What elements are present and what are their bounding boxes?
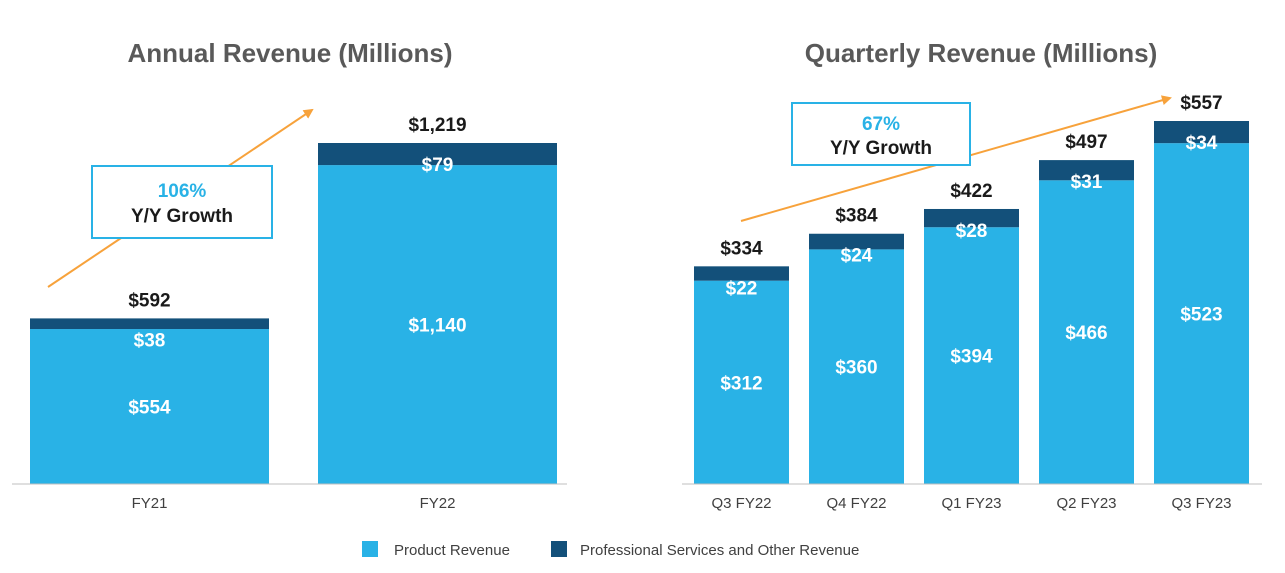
quarterly-bar-services-3 xyxy=(1039,160,1134,181)
quarterly-bars: $312 $22 $334 $360 $24 $384 $394 $28 $422 $466 $31… xyxy=(694,93,1249,484)
quarterly-bar-services-2 xyxy=(924,208,1019,228)
annual-category-label-0: FY21 xyxy=(132,495,168,512)
quarterly-bar-services-4 xyxy=(1154,121,1249,144)
annual-bar-product-1 xyxy=(318,165,557,485)
quarterly-total-label-0: $334 xyxy=(720,238,763,259)
quarterly-category-label-2: Q1 FY23 xyxy=(941,495,1001,512)
annual-growth-pct: 106% xyxy=(158,181,207,202)
quarterly-total-label-2: $422 xyxy=(950,181,992,202)
legend-product-label: Product Revenue xyxy=(394,542,510,559)
quarterly-growth-box xyxy=(791,102,971,166)
quarterly-product-label-3: $466 xyxy=(1065,323,1107,344)
quarterly-chart-title: Quarterly Revenue (Millions) xyxy=(805,38,1158,68)
quarterly-product-label-1: $360 xyxy=(835,358,877,379)
quarterly-bar-services-1 xyxy=(809,233,904,250)
legend: Product Revenue Professional Services an… xyxy=(362,541,859,559)
annual-bar-services-0 xyxy=(30,318,269,330)
quarterly-product-label-2: $394 xyxy=(950,347,993,368)
quarterly-services-label-4: $34 xyxy=(1186,133,1218,154)
annual-services-label-0: $38 xyxy=(134,330,166,351)
legend-services-label: Professional Services and Other Revenue xyxy=(580,542,859,559)
quarterly-total-label-3: $497 xyxy=(1065,132,1107,153)
annual-bars: $554 $38 $592 $1,140 $79 $1,219 xyxy=(30,115,557,485)
quarterly-bar-services-0 xyxy=(694,266,789,281)
quarterly-growth-pct: 67% xyxy=(862,114,900,135)
annual-chart-title: Annual Revenue (Millions) xyxy=(127,38,452,68)
quarterly-services-label-0: $22 xyxy=(726,278,758,299)
quarterly-total-label-1: $384 xyxy=(835,206,878,227)
quarterly-bar-product-0 xyxy=(694,280,789,484)
quarterly-product-label-0: $312 xyxy=(720,373,762,394)
quarterly-product-label-4: $523 xyxy=(1180,305,1222,326)
annual-product-label-1: $1,140 xyxy=(408,316,466,337)
quarterly-bar-product-1 xyxy=(809,249,904,484)
quarterly-categories: Q3 FY22 Q4 FY22 Q1 FY23 Q2 FY23 Q3 FY23 xyxy=(711,495,1231,512)
annual-bar-product-0 xyxy=(30,329,269,484)
quarterly-category-label-3: Q2 FY23 xyxy=(1056,495,1116,512)
quarterly-bar-product-2 xyxy=(924,227,1019,484)
annual-total-label-0: $592 xyxy=(128,290,170,311)
annual-categories: FY21 FY22 xyxy=(132,495,456,512)
legend-product-swatch xyxy=(362,541,378,557)
quarterly-total-label-4: $557 xyxy=(1180,93,1222,114)
legend-services-swatch xyxy=(551,541,567,557)
quarterly-services-label-1: $24 xyxy=(841,246,873,267)
annual-growth-label: Y/Y Growth xyxy=(131,206,233,227)
quarterly-growth-label: Y/Y Growth xyxy=(830,138,932,159)
annual-total-label-1: $1,219 xyxy=(408,115,466,136)
quarterly-category-label-0: Q3 FY22 xyxy=(711,495,771,512)
quarterly-category-label-4: Q3 FY23 xyxy=(1171,495,1231,512)
quarterly-services-label-2: $28 xyxy=(956,221,988,242)
quarterly-bar-product-4 xyxy=(1154,143,1249,484)
quarterly-category-label-1: Q4 FY22 xyxy=(826,495,886,512)
annual-bar-services-1 xyxy=(318,143,557,166)
annual-product-label-0: $554 xyxy=(128,398,171,419)
quarterly-bar-product-3 xyxy=(1039,180,1134,484)
quarterly-chart: Quarterly Revenue (Millions) 67% Y/Y Gro… xyxy=(682,38,1262,512)
annual-category-label-1: FY22 xyxy=(420,495,456,512)
quarterly-services-label-3: $31 xyxy=(1071,172,1103,193)
annual-services-label-1: $79 xyxy=(422,155,454,176)
annual-chart: Annual Revenue (Millions) 106% Y/Y Growt… xyxy=(12,38,567,512)
annual-growth-box xyxy=(91,165,273,239)
